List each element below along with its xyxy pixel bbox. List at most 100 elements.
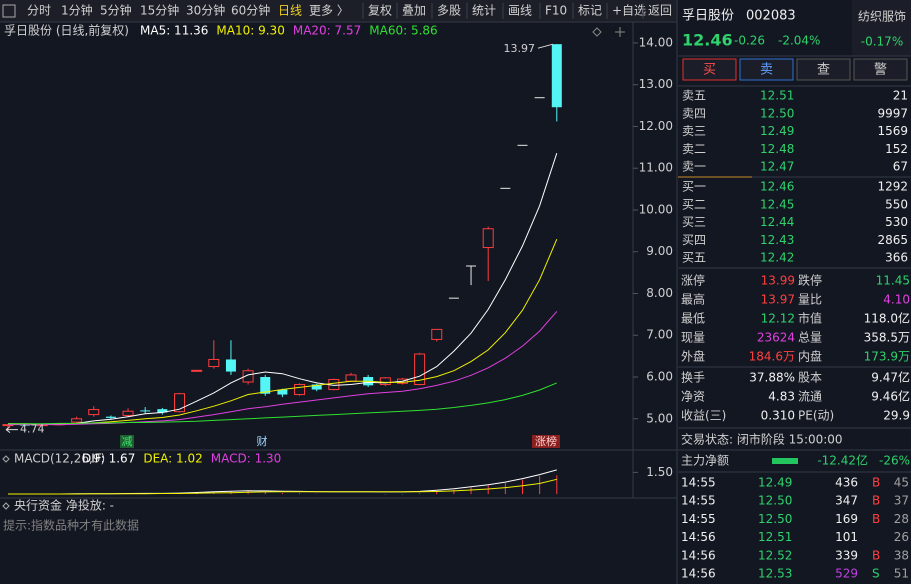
book-price: 12.50 [760, 106, 794, 120]
stat-value: 0.310 [761, 409, 795, 423]
candle-body [551, 44, 562, 108]
tool-button[interactable]: 标记 [578, 4, 602, 18]
trade-side: S [872, 567, 880, 581]
trade-button[interactable] [853, 58, 908, 81]
candle-body [500, 187, 511, 189]
book-price: 12.46 [760, 180, 794, 194]
book-label: 买四 [682, 233, 706, 247]
tool-button[interactable]: 叠加 [402, 4, 426, 18]
trade-side: B [872, 548, 880, 562]
trade-button[interactable] [796, 58, 851, 81]
book-volume: 550 [885, 197, 908, 211]
stat-value: 9.47亿 [871, 370, 910, 385]
period-tab[interactable]: 1分钟 [61, 3, 93, 18]
pboc-label: 央行资金 净投放: - [14, 498, 114, 513]
book-label: 卖一 [682, 160, 706, 174]
tool-button[interactable]: 画线 [508, 4, 532, 18]
stat-label: 量比 [798, 293, 822, 307]
legend-entry: MA5: 11.36 [140, 24, 208, 38]
trade-button-label[interactable]: 查 [817, 63, 830, 78]
trade-price: 12.50 [758, 512, 792, 526]
period-tab[interactable]: 5分钟 [100, 3, 132, 18]
candle-body [157, 409, 168, 413]
stat-label: 市值 [798, 311, 822, 326]
stat-label: 内盘 [798, 349, 822, 364]
trade-volume: 347 [835, 494, 858, 508]
trade-price: 12.51 [758, 530, 792, 544]
event-marker-bg[interactable] [532, 435, 560, 448]
pane-icons[interactable] [2, 455, 10, 510]
stat-value: 29.9 [883, 409, 910, 423]
event-marker[interactable]: 财 [257, 434, 268, 448]
book-price: 12.47 [760, 160, 794, 174]
stock-name: 孚日股份 [682, 9, 734, 24]
stat-value: 12.12 [761, 312, 795, 326]
candle-body [431, 328, 443, 340]
ma-line [7, 153, 558, 425]
tool-button[interactable]: 统计 [472, 4, 496, 18]
trade-volume: 169 [835, 512, 858, 526]
sector-box[interactable] [852, 0, 911, 56]
trade-price: 12.50 [758, 494, 792, 508]
candle-body [517, 144, 528, 146]
book-volume: 152 [885, 142, 908, 156]
book-label: 买二 [682, 197, 706, 211]
trade-time: 14:55 [681, 512, 716, 526]
book-label: 卖三 [682, 124, 706, 138]
trade-button[interactable] [682, 58, 737, 81]
main-force-pct: -26% [879, 454, 910, 468]
book-price: 12.49 [760, 124, 794, 138]
trade-button[interactable] [739, 58, 794, 81]
tool-button[interactable]: +自选 [612, 4, 646, 18]
chart-title: 孚日股份 (日线,前复权) [4, 23, 129, 38]
legend-entry: DEA: 1.02 [143, 452, 202, 466]
high-label: 13.97 [504, 42, 536, 55]
period-tab[interactable]: 分时 [27, 4, 51, 18]
period-tab[interactable]: 15分钟 [140, 3, 179, 18]
legend-entry: MACD: 1.30 [211, 452, 282, 466]
candle-body [71, 418, 83, 423]
stat-label: 最高 [681, 292, 705, 307]
tool-button[interactable]: 返回 [648, 4, 672, 18]
tool-button[interactable]: 复权 [368, 4, 392, 18]
event-marker[interactable]: 涨榜 [535, 434, 557, 448]
low-pointer [5, 426, 18, 434]
trade-button-label[interactable]: 买 [703, 63, 716, 78]
stat-label: 收益(三) [681, 409, 726, 423]
hint: 提示:指数品种才有此数据 [3, 518, 139, 533]
trade-side: B [872, 494, 880, 508]
last-price: 12.46 [682, 31, 733, 50]
tool-button[interactable]: F10 [545, 4, 567, 18]
y-tick-label: 9.00 [646, 244, 673, 258]
stat-label: 外盘 [681, 349, 705, 364]
trade-button-label[interactable]: 卖 [760, 63, 773, 78]
period-tab[interactable]: 30分钟 [186, 3, 225, 18]
menu-icon[interactable] [2, 4, 16, 18]
trade-volume: 101 [835, 530, 858, 544]
event-marker-bg[interactable] [120, 435, 134, 448]
book-price: 12.51 [760, 89, 794, 103]
period-tab[interactable]: 更多 〉 [309, 4, 349, 18]
stat-value: 9.46亿 [871, 389, 910, 404]
trade-count: 45 [894, 476, 909, 490]
stat-label: 最低 [681, 312, 705, 326]
book-volume: 1569 [877, 124, 908, 138]
period-tab[interactable]: 60分钟 [231, 3, 270, 18]
period-tab[interactable]: 日线 [278, 4, 302, 18]
candle-body [105, 416, 116, 418]
stat-value: 358.5万 [864, 331, 910, 345]
stat-value: 118.0亿 [864, 311, 910, 326]
ma-line [8, 382, 557, 425]
high-pointer [537, 43, 553, 49]
trade-status: 交易状态: 闭市阶段 15:00:00 [681, 432, 843, 447]
trade-button-label[interactable]: 警 [874, 62, 887, 78]
tool-button[interactable]: 多股 [437, 4, 461, 18]
stat-value: 173.9万 [864, 350, 910, 364]
event-marker[interactable]: 减 [122, 435, 133, 448]
stat-label: 跌停 [798, 273, 822, 288]
y-tick-label: 11.00 [639, 161, 673, 175]
chart-controls[interactable] [592, 27, 625, 37]
candle-body [277, 389, 288, 395]
